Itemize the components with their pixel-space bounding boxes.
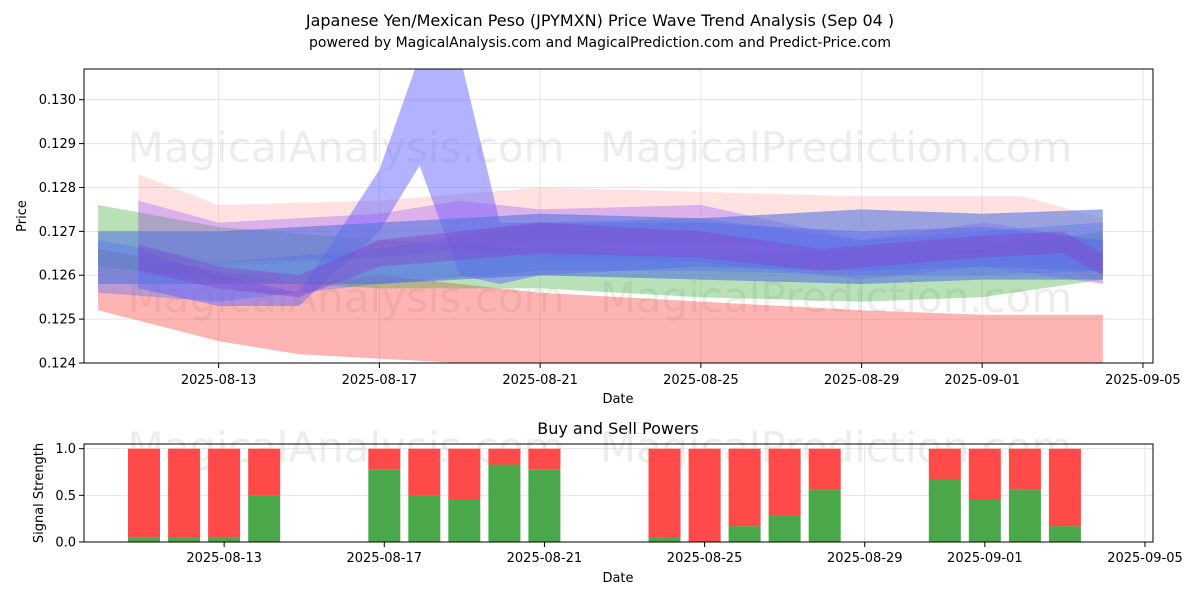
price-y-tick-label: 0.126 [39,269,76,284]
sell-bar [448,448,481,500]
signal-x-tick-label: 2025-08-29 [827,551,903,566]
signal-x-label: Date [602,571,633,586]
price-x-tick-label: 2025-09-05 [1105,373,1181,388]
price-y-tick-label: 0.129 [39,137,76,152]
signal-x-tick-label: 2025-08-25 [667,551,743,566]
signal-y-label: Signal Strength [32,443,47,543]
price-x-tick-label: 2025-08-21 [502,373,578,388]
watermark-right: MagicalPrediction.com [600,123,1073,172]
price-x-tick-label: 2025-08-29 [824,373,900,388]
sell-bar [128,448,160,538]
price-y-tick-label: 0.125 [39,313,76,328]
signal-x-tick-label: 2025-08-21 [507,551,583,566]
buy-bar [208,537,241,542]
price-wave-band-7 [138,222,1103,298]
signal-x-ticks: 2025-08-13 2025-08-17 2025-08-21 2025-08-25… [186,542,1183,566]
buy-bar [1008,489,1041,542]
sell-bar [368,448,401,470]
signal-x-tick-label: 2025-08-13 [186,551,262,566]
price-x-label: Date [602,392,633,407]
signal-x-tick-label: 2025-08-17 [346,551,422,566]
signal-y-tick-label: 0.0 [55,536,76,551]
buy-bar [1048,526,1081,542]
signal-title: Buy and Sell Powers [537,419,699,438]
sell-bar [488,448,521,465]
sell-bar [168,448,201,538]
sell-bar [968,448,1001,500]
sell-bar [408,448,441,496]
sell-bar [808,448,841,490]
sell-bar [248,448,281,496]
signal-bars [128,448,1081,542]
signal-panel: Buy and Sell Powers MagicalAnalysis.com … [32,419,1183,586]
buy-bar [768,515,801,542]
price-y-ticks: 0.124 0.125 0.126 0.127 0.128 0.129 0.130 [39,93,84,372]
price-x-tick-label: 2025-08-25 [663,373,739,388]
price-x-ticks: 2025-08-13 2025-08-17 2025-08-21 2025-08-25… [181,363,1181,388]
price-x-tick-label: 2025-08-17 [342,373,418,388]
chart-title: Japanese Yen/Mexican Peso (JPYMXN) Price… [305,11,894,30]
signal-x-tick-label: 2025-09-05 [1107,551,1183,566]
signal-y-tick-label: 1.0 [55,442,76,457]
price-plot-frame [83,68,1154,364]
buy-bar [808,489,841,542]
price-wave-band-0 [98,248,1103,363]
price-y-tick-label: 0.128 [39,181,76,196]
buy-bar [928,479,961,542]
price-y-tick-label: 0.124 [39,357,76,372]
sell-bar [768,448,801,516]
sell-bar [528,448,561,470]
price-x-tick-label: 2025-08-13 [181,373,257,388]
price-y-tick-label: 0.130 [39,93,76,108]
signal-plot-frame [83,443,1154,543]
price-x-tick-label: 2025-09-01 [944,373,1020,388]
sell-bar [1008,448,1041,490]
sell-bar [208,448,241,538]
price-wave-band-6 [98,209,1103,284]
sell-bar [688,448,721,542]
buy-bar [408,495,441,542]
buy-bar [168,537,201,542]
sell-bar [648,448,681,538]
signal-x-tick-label: 2025-09-01 [947,551,1023,566]
price-y-tick-label: 0.127 [39,225,76,240]
buy-bar [448,500,481,542]
buy-bar [728,526,761,542]
buy-bar [488,464,521,542]
sell-bar [1048,448,1081,527]
signal-y-ticks: 0.0 0.5 1.0 [55,442,84,551]
buy-bar [528,469,561,542]
chart-subtitle: powered by MagicalAnalysis.com and Magic… [309,35,891,51]
signal-y-tick-label: 0.5 [55,489,76,504]
buy-bar [248,495,281,542]
price-wave-bands [98,69,1103,363]
watermark-left: MagicalAnalysis.com [128,123,565,172]
buy-bar [648,537,681,542]
sell-bar [928,448,961,480]
sell-bar [728,448,761,527]
price-panel: MagicalAnalysis.com MagicalPrediction.co… [15,68,1181,407]
price-y-label: Price [15,200,30,232]
buy-bar [368,469,401,542]
buy-bar [128,537,160,542]
buy-bar [968,500,1001,542]
